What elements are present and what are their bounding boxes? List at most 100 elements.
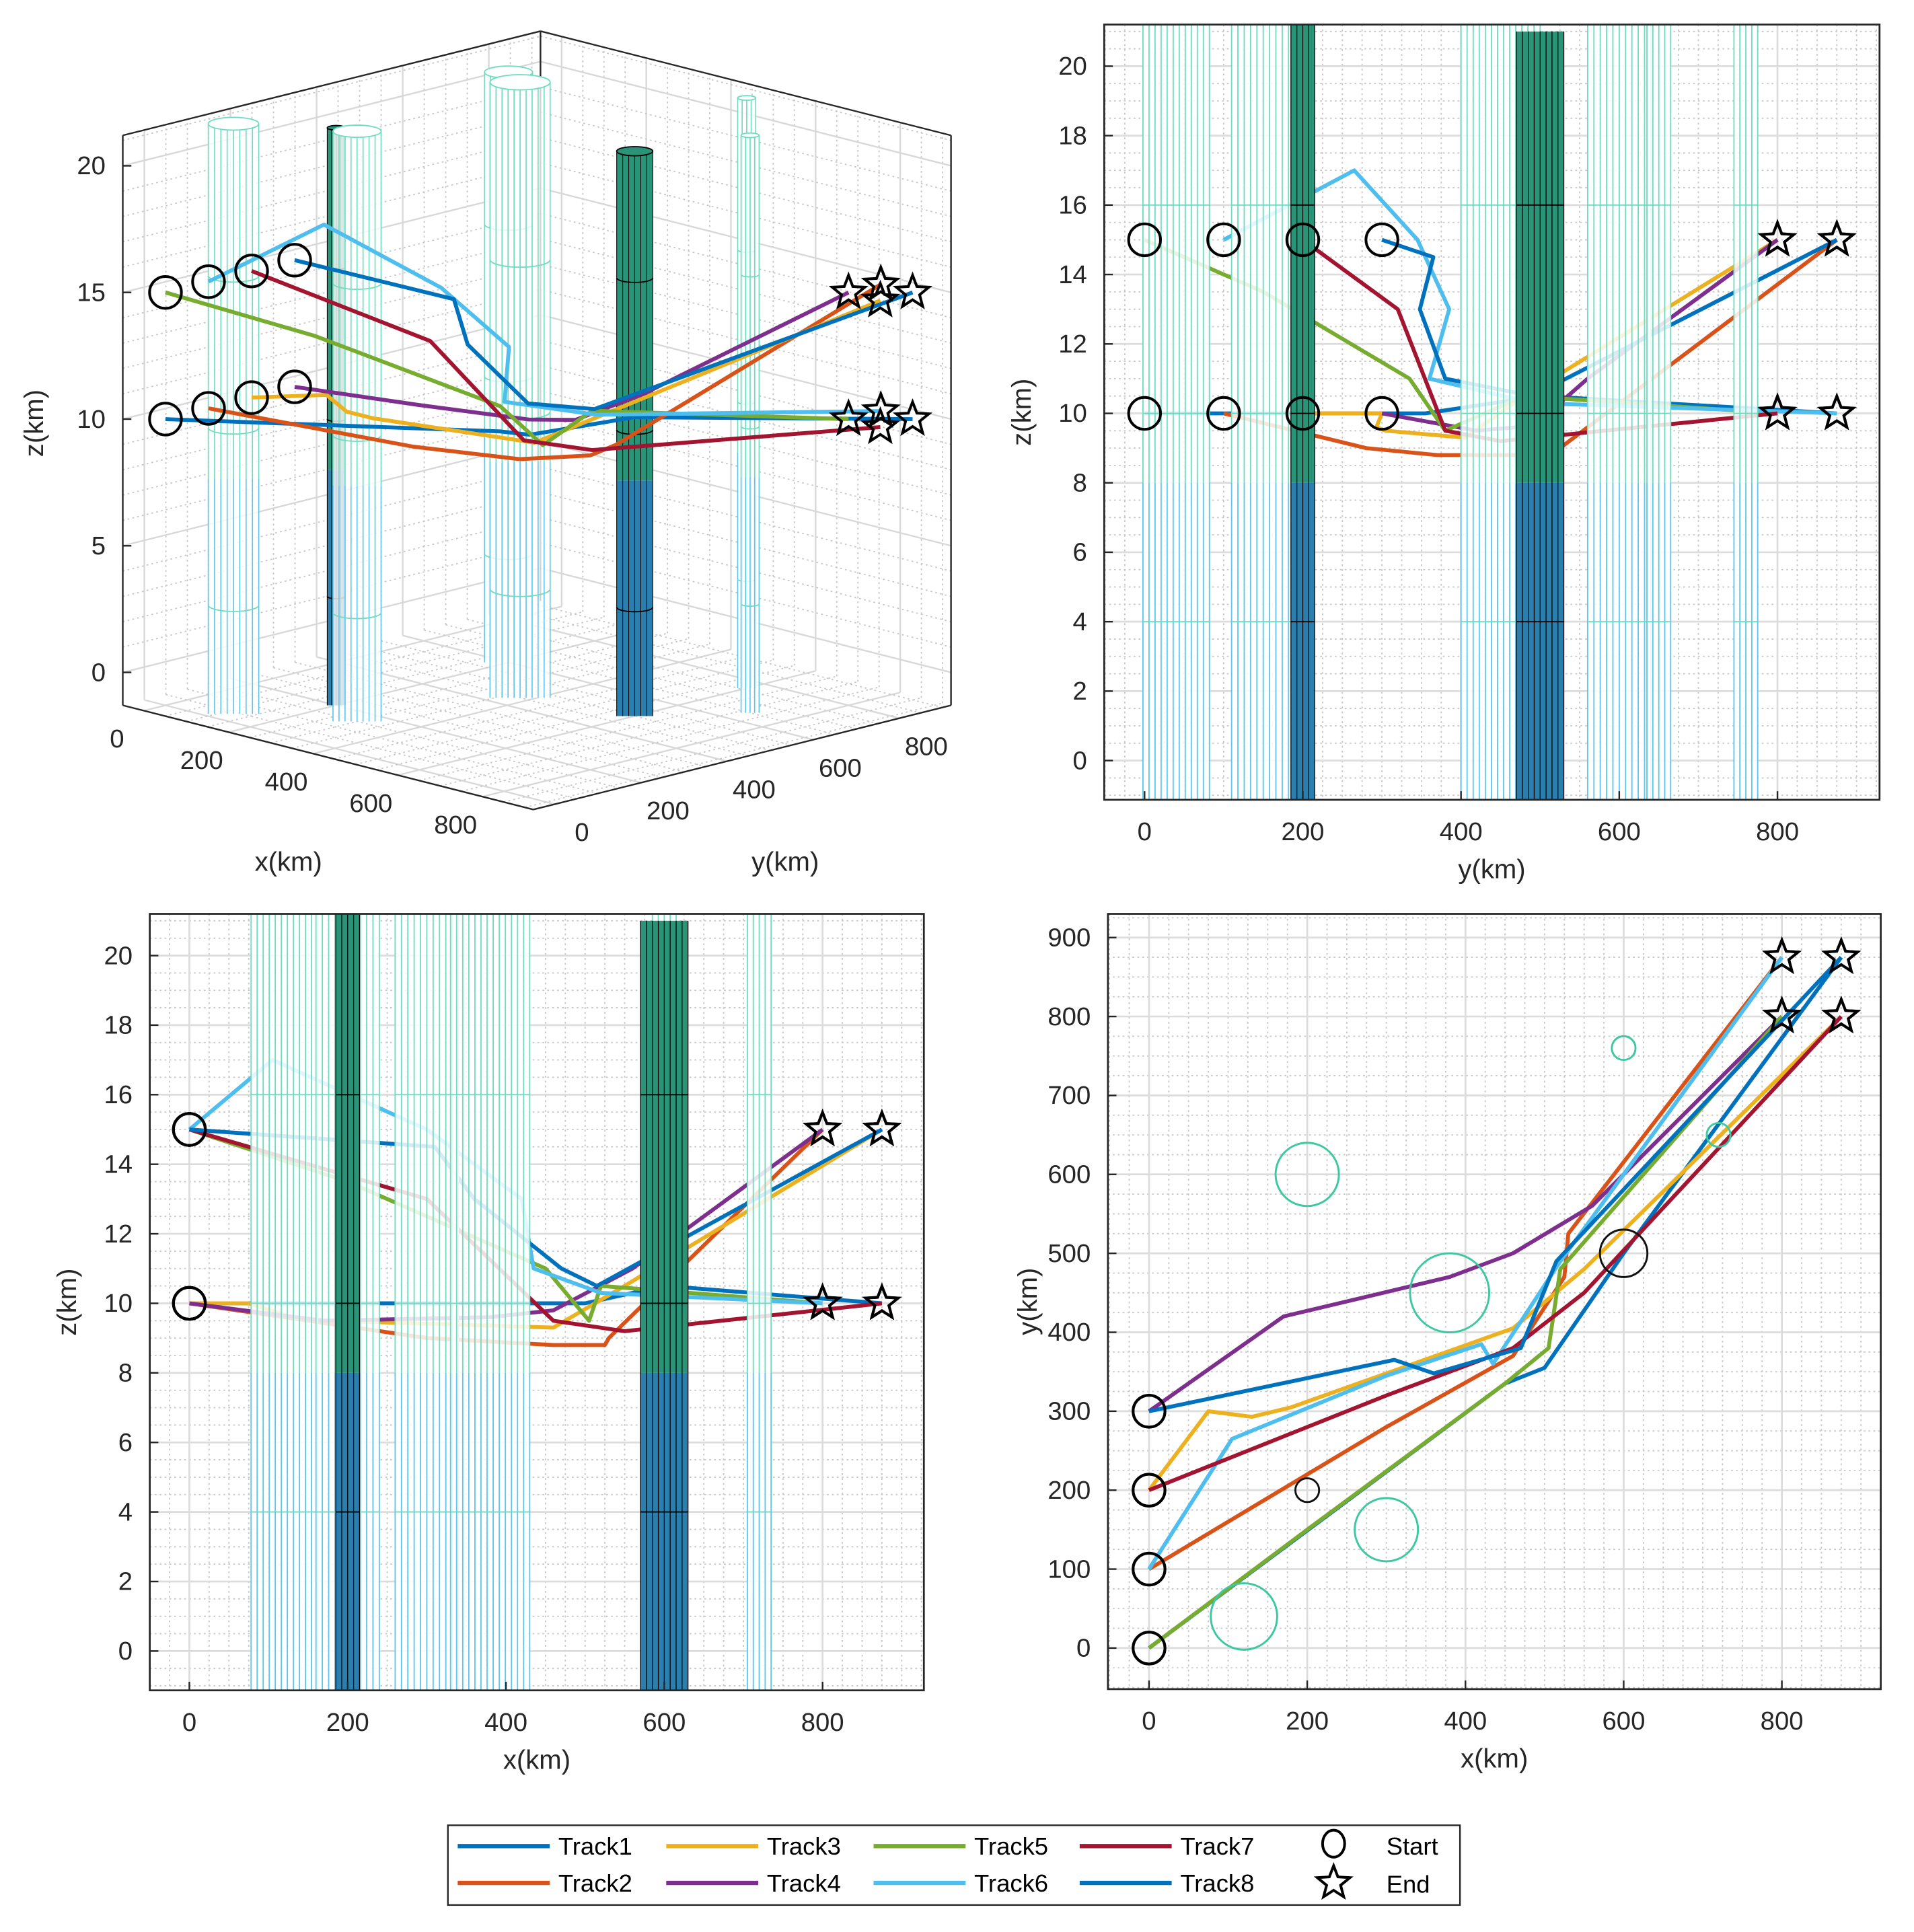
start-marker <box>172 1112 207 1147</box>
obstacle-cylinder <box>746 914 772 1690</box>
y-tick-label: 20 <box>1058 52 1087 81</box>
obstacle-cylinder <box>1646 24 1672 800</box>
obstacle-cylinder <box>449 914 531 1690</box>
y-tick-label: 14 <box>104 1150 133 1179</box>
y-tick-label: 20 <box>104 941 133 970</box>
y-tick-label: 100 <box>1047 1555 1091 1584</box>
end-marker <box>860 390 901 429</box>
z-axis-label: z(km) <box>20 389 49 457</box>
y-tick-label: 12 <box>104 1220 133 1249</box>
obstacle-cylinder <box>1733 24 1759 800</box>
y-tick-label: 600 <box>1047 1160 1091 1189</box>
x-tick-label: 200 <box>180 746 223 775</box>
obstacle-cylinder <box>740 132 760 713</box>
y-tick-label: 0 <box>575 818 589 847</box>
obstacle-cylinder <box>1516 31 1565 800</box>
track-line-8 <box>1381 237 1838 398</box>
start-marker <box>191 264 226 299</box>
obstacle-cylinder <box>1290 24 1315 800</box>
x-tick-label: 200 <box>1282 817 1325 846</box>
y-tick-label: 4 <box>1072 607 1087 636</box>
start-marker <box>1364 396 1399 431</box>
obstacle-outline <box>1294 1477 1321 1503</box>
track-line-7 <box>1148 1015 1843 1492</box>
x-tick-label: 600 <box>642 1708 686 1737</box>
track-line-8 <box>1148 956 1843 1413</box>
legend-item-track5: Track5 <box>873 1832 1048 1860</box>
obstacle-cylinder <box>335 914 361 1690</box>
legend-label: End <box>1387 1871 1430 1898</box>
x-tick-label: 400 <box>265 768 308 796</box>
end-marker <box>1816 219 1857 257</box>
y-tick-label: 18 <box>104 1011 133 1040</box>
start-marker <box>1285 396 1321 431</box>
obstacle-outline <box>1354 1497 1420 1563</box>
obstacle-cylinder <box>394 914 459 1690</box>
start-marker <box>1132 1631 1167 1666</box>
end-marker <box>1821 936 1862 975</box>
obstacle-outline <box>1274 1142 1340 1208</box>
y-tick-label: 4 <box>118 1497 133 1526</box>
legend-box <box>447 1824 1461 1906</box>
y-tick-label: 8 <box>1072 468 1087 497</box>
start-marker <box>148 275 183 310</box>
legend-label: Track6 <box>974 1869 1048 1897</box>
legend-item-track1: Track1 <box>457 1832 632 1860</box>
start-marker <box>1206 396 1241 431</box>
x-tick-label: 400 <box>1444 1707 1487 1736</box>
legend-label: Track1 <box>558 1832 632 1860</box>
legend-item-start: Start <box>1321 1828 1438 1860</box>
y-tick-label: 400 <box>733 775 776 804</box>
panel-xy-view: 0 200 400 600 800 0 100 200 300 400 500 600 700 800 90… <box>1013 913 1882 1774</box>
start-marker <box>277 243 312 278</box>
x-tick-label: 0 <box>182 1708 196 1737</box>
obstacle-cylinder <box>332 124 382 722</box>
y-tick-label: 14 <box>1058 260 1087 289</box>
x-tick-label: 0 <box>1138 817 1152 846</box>
track-line-3 <box>1147 1015 1843 1491</box>
y-tick-label: 600 <box>819 753 862 782</box>
x-tick-label: 200 <box>1286 1707 1329 1736</box>
x-tick-label: 0 <box>110 724 124 753</box>
y-tick-label: 16 <box>104 1080 133 1109</box>
obstacle-cylinder <box>1142 24 1210 800</box>
start-marker <box>148 402 183 437</box>
y-tick-label: 0 <box>1076 1634 1091 1663</box>
y-tick-label: 2 <box>1072 677 1087 706</box>
y-tick-label: 6 <box>118 1428 133 1457</box>
x-tick-label: 0 <box>1142 1707 1156 1736</box>
start-marker <box>234 254 269 289</box>
legend-item-track3: Track3 <box>666 1832 841 1860</box>
track-line-6 <box>1147 956 1783 1571</box>
y-axis-label: y(km) <box>1013 1268 1043 1335</box>
track-line-5 <box>165 290 849 447</box>
end-marker <box>1757 219 1798 257</box>
legend-label: Start <box>1387 1832 1438 1860</box>
obstacle-outline <box>1598 1228 1649 1278</box>
panel-yz-view: 0 200 400 600 800 0 2 4 6 8 10 12 14 16 18 20 y(km) z(km) <box>1007 24 1881 885</box>
y-tick-label: 700 <box>1047 1081 1091 1110</box>
x-tick-label: 800 <box>1756 817 1799 846</box>
panel-xz-view: 0 200 400 600 800 0 2 4 6 8 10 12 14 16 18 20 x(km) z(km) <box>52 913 925 1775</box>
y-tick-label: 10 <box>104 1289 133 1318</box>
obstacle-cylinder <box>1586 24 1652 800</box>
start-marker <box>191 391 226 426</box>
z-tick-label: 5 <box>91 531 106 560</box>
y-tick-label: 0 <box>118 1637 133 1666</box>
axes-box <box>1107 913 1882 1690</box>
x-tick-label: 200 <box>326 1708 369 1737</box>
legend-item-track2: Track2 <box>457 1869 632 1897</box>
obstacle-cylinder <box>640 920 689 1690</box>
start-marker <box>1132 1551 1167 1587</box>
end-marker <box>1816 392 1857 431</box>
z-tick-label: 0 <box>91 658 106 687</box>
y-tick-label: 12 <box>1058 330 1087 359</box>
legend-label: Track4 <box>767 1869 841 1897</box>
legend-label: Track8 <box>1180 1869 1254 1897</box>
end-marker <box>862 1108 902 1147</box>
z-tick-label: 20 <box>77 151 106 180</box>
track-line-6 <box>207 222 881 417</box>
end-marker <box>1762 936 1802 975</box>
y-tick-label: 6 <box>1072 538 1087 567</box>
